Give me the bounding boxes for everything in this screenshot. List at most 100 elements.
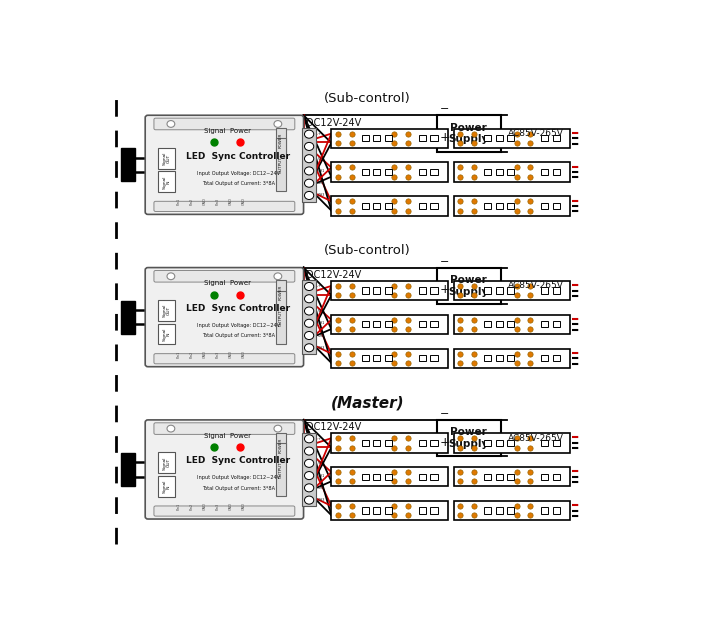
Bar xyxy=(361,203,369,209)
Bar xyxy=(484,507,491,514)
Circle shape xyxy=(305,295,314,303)
Bar xyxy=(553,169,560,175)
Bar xyxy=(541,355,549,361)
Text: OUTPUT: OUTPUT xyxy=(279,309,282,325)
FancyBboxPatch shape xyxy=(145,116,303,214)
Text: GND: GND xyxy=(242,197,245,205)
Bar xyxy=(553,288,560,294)
Bar xyxy=(374,355,381,361)
Bar xyxy=(541,288,549,294)
Bar xyxy=(361,322,369,327)
Bar xyxy=(437,420,500,456)
Bar xyxy=(507,440,514,446)
Bar xyxy=(331,163,448,181)
Bar xyxy=(385,355,392,361)
Bar xyxy=(361,507,369,514)
Bar xyxy=(385,474,392,480)
Text: −: − xyxy=(440,104,449,114)
Bar xyxy=(495,135,503,141)
Circle shape xyxy=(305,154,314,163)
Bar xyxy=(541,203,549,209)
Bar xyxy=(430,355,437,361)
Bar xyxy=(437,116,500,151)
Bar xyxy=(484,135,491,141)
Bar xyxy=(419,169,426,175)
Circle shape xyxy=(274,273,282,279)
Bar xyxy=(454,281,570,300)
Text: Signal  Power: Signal Power xyxy=(204,128,251,134)
Text: +: + xyxy=(440,283,450,296)
Bar xyxy=(120,148,135,181)
FancyBboxPatch shape xyxy=(154,271,295,282)
Bar xyxy=(553,507,560,514)
Text: Pin3: Pin3 xyxy=(216,502,219,510)
Bar xyxy=(553,322,560,327)
FancyBboxPatch shape xyxy=(154,423,295,435)
Text: Total Output of Current: 3*8A: Total Output of Current: 3*8A xyxy=(201,486,275,491)
Bar xyxy=(430,322,437,327)
Bar xyxy=(361,135,369,141)
Text: CH2: CH2 xyxy=(318,333,326,337)
Text: POWER: POWER xyxy=(279,133,282,148)
Circle shape xyxy=(305,130,314,138)
Bar xyxy=(437,268,500,304)
Bar xyxy=(430,474,437,480)
Text: Pin3: Pin3 xyxy=(216,350,219,357)
Text: AC85V-265V: AC85V-265V xyxy=(508,281,564,290)
Text: Signal  Power: Signal Power xyxy=(204,280,251,286)
Bar xyxy=(495,440,503,446)
Circle shape xyxy=(305,435,314,443)
Bar xyxy=(331,501,448,520)
Bar xyxy=(374,440,381,446)
Bar xyxy=(385,169,392,175)
Bar xyxy=(553,203,560,209)
Bar xyxy=(158,171,176,192)
Bar xyxy=(374,169,381,175)
Bar xyxy=(374,135,381,141)
Bar xyxy=(454,129,570,148)
Text: CH3: CH3 xyxy=(318,193,326,197)
Bar xyxy=(507,135,514,141)
Text: GND: GND xyxy=(202,350,206,357)
Text: OUTPUT: OUTPUT xyxy=(279,461,282,478)
Bar xyxy=(419,288,426,294)
Text: Pin2: Pin2 xyxy=(189,350,194,357)
Bar xyxy=(276,128,285,153)
Bar xyxy=(374,322,381,327)
Bar xyxy=(419,203,426,209)
Bar xyxy=(374,507,381,514)
Circle shape xyxy=(274,425,282,432)
Bar xyxy=(541,135,549,141)
Bar xyxy=(541,440,549,446)
FancyBboxPatch shape xyxy=(154,506,295,516)
Circle shape xyxy=(305,344,314,352)
Text: Pin2: Pin2 xyxy=(189,198,194,205)
Bar xyxy=(484,203,491,209)
Bar xyxy=(374,203,381,209)
Text: Input Output Voltage: DC12~24V: Input Output Voltage: DC12~24V xyxy=(196,323,280,328)
Text: CH1: CH1 xyxy=(318,169,326,173)
Text: +: + xyxy=(318,284,321,288)
Bar xyxy=(361,440,369,446)
Text: (Master): (Master) xyxy=(331,395,404,410)
Text: Pin2: Pin2 xyxy=(189,502,194,510)
Circle shape xyxy=(305,472,314,480)
Bar xyxy=(484,474,491,480)
Text: LED  Sync Controller: LED Sync Controller xyxy=(186,152,290,161)
Text: CH2: CH2 xyxy=(318,486,326,490)
Text: V+: V+ xyxy=(318,309,323,313)
Circle shape xyxy=(305,192,314,200)
Text: Pin1: Pin1 xyxy=(176,502,181,510)
Text: Signal
OUT: Signal OUT xyxy=(162,456,171,470)
Bar xyxy=(158,324,176,345)
Bar xyxy=(454,501,570,520)
Text: POWER: POWER xyxy=(279,285,282,300)
Text: -: - xyxy=(318,144,319,148)
Text: DC12V-24V: DC12V-24V xyxy=(306,270,361,280)
Text: GND: GND xyxy=(242,350,245,357)
Bar xyxy=(276,280,285,305)
Bar xyxy=(331,129,448,148)
Bar xyxy=(507,507,514,514)
Bar xyxy=(158,453,176,474)
Text: AC85V-265V: AC85V-265V xyxy=(508,129,564,138)
